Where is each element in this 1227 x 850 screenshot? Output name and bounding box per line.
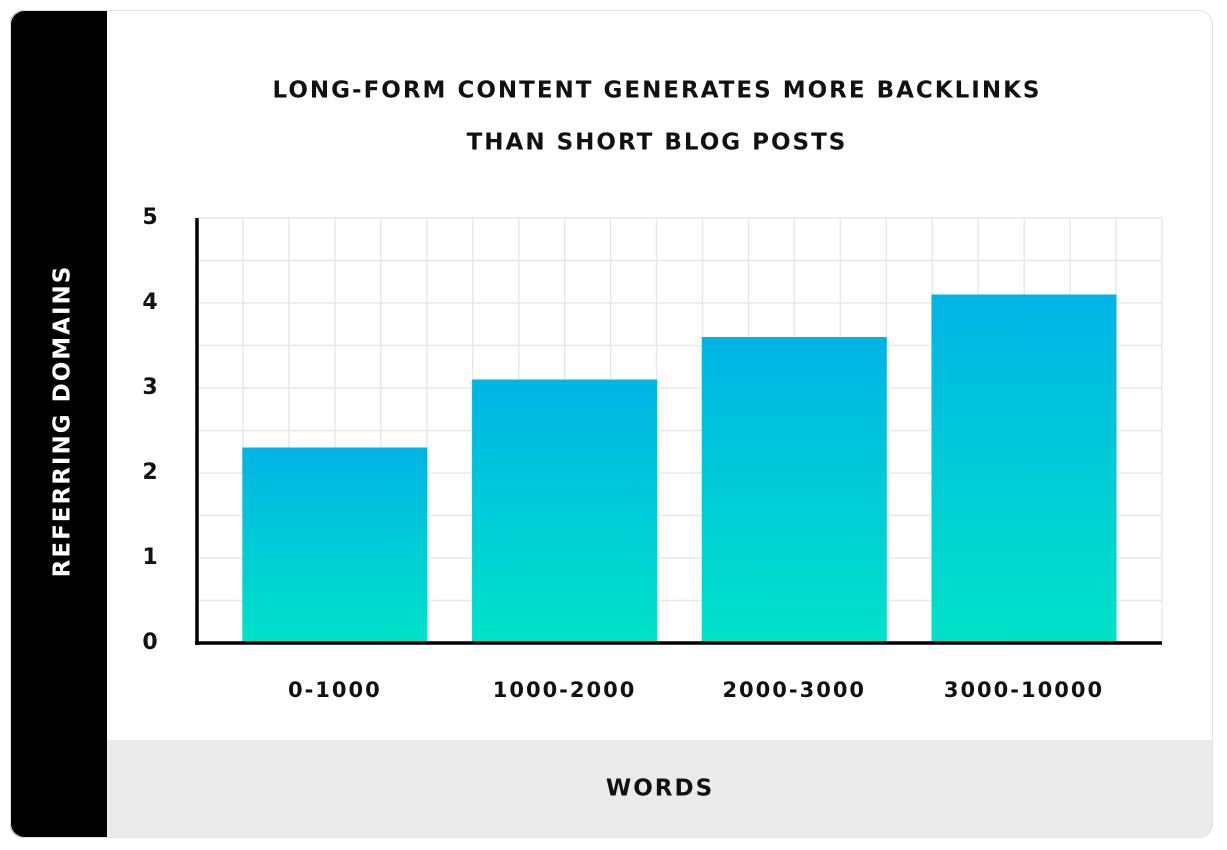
chart-title: THAN SHORT BLOG POSTS bbox=[467, 130, 848, 156]
y-tick-label: 0 bbox=[142, 630, 157, 655]
chart-title: LONG-FORM CONTENT GENERATES MORE BACKLIN… bbox=[273, 78, 1042, 104]
y-axis-label: REFERRING DOMAINS bbox=[50, 265, 76, 578]
y-tick-label: 3 bbox=[142, 375, 157, 400]
card-border bbox=[10, 10, 1213, 838]
x-band bbox=[107, 740, 1213, 838]
x-tick-label: 3000-10000 bbox=[944, 678, 1104, 702]
y-band bbox=[10, 10, 107, 838]
bar bbox=[472, 379, 658, 643]
bar bbox=[701, 337, 887, 643]
y-tick-label: 2 bbox=[142, 460, 157, 485]
y-tick-label: 5 bbox=[142, 205, 157, 230]
x-tick-label: 0-1000 bbox=[288, 678, 382, 702]
x-axis-label: WORDS bbox=[606, 776, 714, 802]
x-tick-label: 1000-2000 bbox=[493, 678, 637, 702]
x-tick-label: 2000-3000 bbox=[722, 678, 866, 702]
y-tick-label: 1 bbox=[142, 545, 157, 570]
bar bbox=[931, 294, 1117, 643]
bar bbox=[242, 447, 428, 643]
y-tick-label: 4 bbox=[142, 290, 157, 315]
